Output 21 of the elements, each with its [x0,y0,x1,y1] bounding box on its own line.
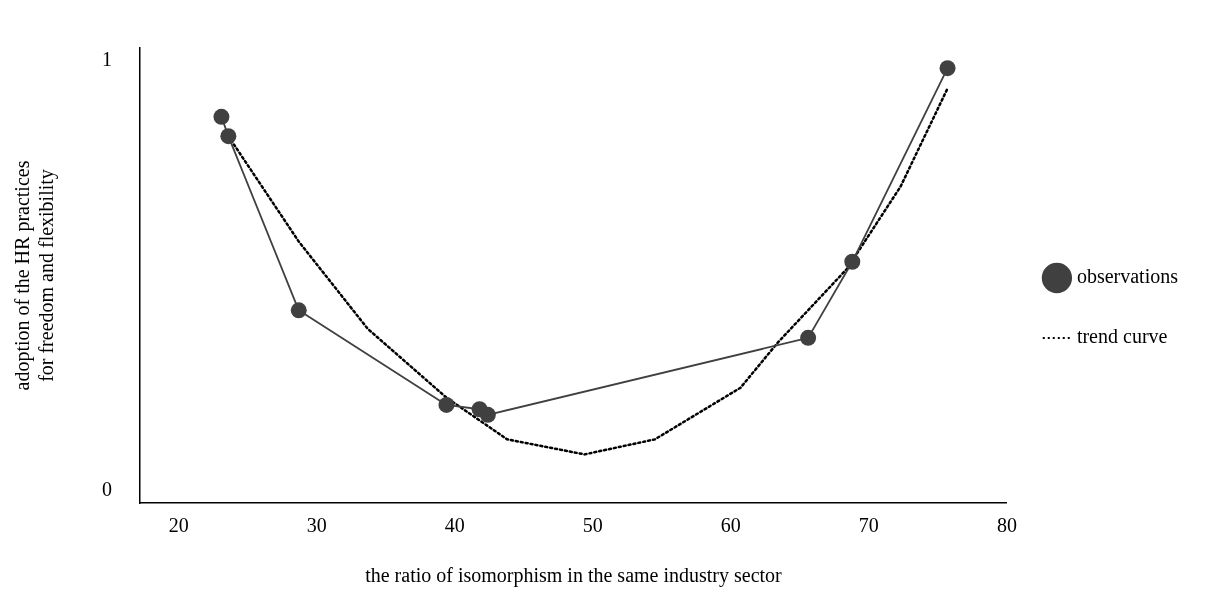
point [220,128,237,145]
point [438,396,455,413]
point [290,302,307,319]
point [939,60,956,77]
x-tick-label: 30 [306,514,327,537]
x-tick-label: 20 [168,514,189,537]
y-tick-label: 0 [102,478,112,501]
x-tick-label: 40 [444,514,465,537]
point [479,406,496,423]
y-tick-label: 1 [102,48,112,71]
legend-label: trend curve [1076,325,1168,348]
x-tick-label: 80 [996,514,1017,537]
x-axis-title: the ratio of isomorphism in the same industry sector [365,564,783,588]
point [844,253,861,270]
legend-label: observations [1076,265,1179,288]
y-axis-title: adoption of the HR practices for freedom and flexibility [11,160,59,391]
point [213,108,230,125]
x-tick-label: 70 [858,514,879,537]
point [800,329,817,346]
x-tick-label: 50 [582,514,603,537]
x-tick-label: 60 [720,514,741,537]
